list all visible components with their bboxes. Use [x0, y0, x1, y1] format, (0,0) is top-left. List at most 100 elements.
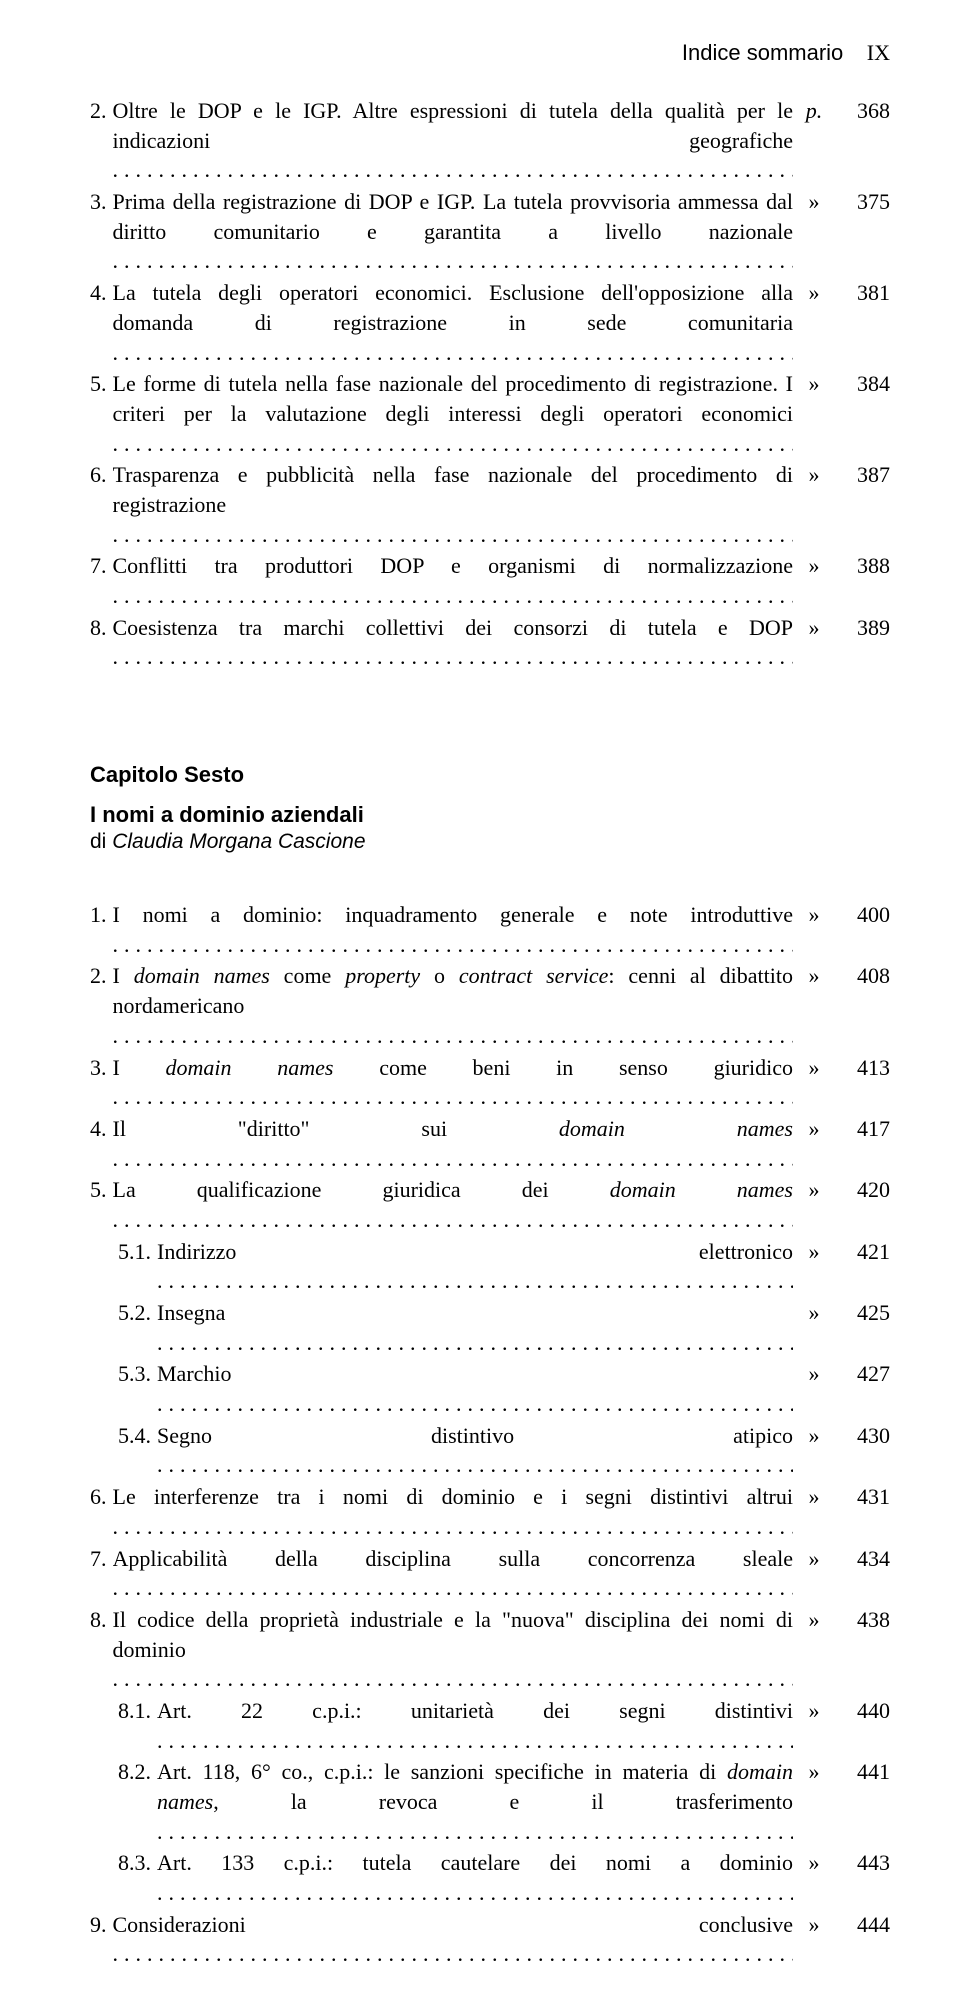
dot-leaders: ........................................…	[113, 431, 794, 456]
toc-entry-number: 4.	[90, 278, 113, 308]
toc-entry-number: 5.	[90, 1175, 113, 1205]
toc-entry-separator: »	[793, 961, 835, 991]
dot-leaders: ........................................…	[157, 1391, 793, 1416]
toc-entry-text: Trasparenza e pubblicità nella fase nazi…	[113, 460, 794, 549]
toc-entry-page: 400	[835, 900, 890, 930]
dot-leaders: ........................................…	[113, 1023, 794, 1048]
toc-entry: 5.2.Insegna ............................…	[90, 1298, 890, 1357]
toc-entry: 6.Le interferenze tra i nomi di dominio …	[90, 1482, 890, 1541]
toc-entry-page: 444	[835, 1910, 890, 1940]
toc-entry: 8.1.Art. 22 c.p.i.: unitarietà dei segni…	[90, 1696, 890, 1755]
toc-entry-text: Considerazioni conclusive ..............…	[113, 1910, 794, 1969]
toc-entry: 5.Le forme di tutela nella fase nazional…	[90, 369, 890, 458]
toc-entry-separator: »	[793, 613, 835, 643]
chapter-block: Capitolo Sesto I nomi a dominio aziendal…	[90, 762, 890, 854]
toc-entry-page: 384	[835, 369, 890, 399]
toc-section-2: 1.I nomi a dominio: inquadramento genera…	[90, 900, 890, 1969]
toc-entry-text: Art. 22 c.p.i.: unitarietà dei segni dis…	[157, 1696, 793, 1755]
running-head-roman: IX	[867, 40, 890, 65]
dot-leaders: ........................................…	[157, 1452, 793, 1477]
toc-entry-page: 388	[835, 551, 890, 581]
toc-entry-text: Segno distintivo atipico ...............…	[157, 1421, 793, 1480]
toc-entry: 8.Il codice della proprietà industriale …	[90, 1605, 890, 1694]
toc-entry-number: 8.1.	[90, 1696, 157, 1726]
toc-entry-page: 427	[835, 1359, 890, 1389]
toc-entry: 5.3.Marchio ............................…	[90, 1359, 890, 1418]
toc-entry-text: Oltre le DOP e le IGP. Altre espressioni…	[113, 96, 794, 185]
toc-entry: 5.La qualificazione giuridica dei domain…	[90, 1175, 890, 1234]
dot-leaders: ........................................…	[157, 1819, 793, 1844]
toc-entry-number: 9.	[90, 1910, 113, 1940]
chapter-label: Capitolo Sesto	[90, 762, 890, 788]
toc-entry-page: 420	[835, 1175, 890, 1205]
page: Indice sommario IX 2.Oltre le DOP e le I…	[0, 0, 960, 2011]
toc-entry-separator: »	[793, 1114, 835, 1144]
toc-entry-number: 3.	[90, 187, 113, 217]
toc-entry-page: 425	[835, 1298, 890, 1328]
toc-entry-text: Le interferenze tra i nomi di dominio e …	[113, 1482, 794, 1541]
toc-entry-page: 434	[835, 1544, 890, 1574]
toc-entry-separator: »	[793, 187, 835, 217]
toc-entry-number: 3.	[90, 1053, 113, 1083]
toc-entry-number: 8.3.	[90, 1848, 157, 1878]
toc-entry-number: 6.	[90, 1482, 113, 1512]
toc-entry-separator: »	[793, 278, 835, 308]
toc-entry-number: 1.	[90, 900, 113, 930]
toc-entry-text: Le forme di tutela nella fase nazionale …	[113, 369, 794, 458]
toc-entry-page: 441	[835, 1757, 890, 1787]
toc-entry: 5.1.Indirizzo elettronico ..............…	[90, 1237, 890, 1296]
toc-entry-separator: »	[793, 1237, 835, 1267]
dot-leaders: ........................................…	[113, 932, 794, 957]
toc-entry-text: Prima della registrazione di DOP e IGP. …	[113, 187, 794, 276]
dot-leaders: ........................................…	[113, 1146, 794, 1171]
toc-entry-separator: »	[793, 1605, 835, 1635]
toc-entry-text: La qualificazione giuridica dei domain n…	[113, 1175, 794, 1234]
toc-entry-separator: »	[793, 1482, 835, 1512]
toc-entry-separator: »	[793, 460, 835, 490]
toc-entry: 8.3.Art. 133 c.p.i.: tutela cautelare de…	[90, 1848, 890, 1907]
toc-entry-number: 4.	[90, 1114, 113, 1144]
toc-entry-separator: »	[793, 1175, 835, 1205]
toc-entry-number: 7.	[90, 1544, 113, 1574]
toc-entry-number: 6.	[90, 460, 113, 490]
toc-entry-number: 2.	[90, 961, 113, 991]
toc-entry-number: 8.	[90, 613, 113, 643]
toc-entry: 2.Oltre le DOP e le IGP. Altre espressio…	[90, 96, 890, 185]
dot-leaders: ........................................…	[113, 1514, 794, 1539]
dot-leaders: ........................................…	[113, 1084, 794, 1109]
toc-entry: 7.Applicabilità della disciplina sulla c…	[90, 1544, 890, 1603]
dot-leaders: ........................................…	[157, 1880, 793, 1905]
toc-entry-text: Art. 133 c.p.i.: tutela cautelare dei no…	[157, 1848, 793, 1907]
toc-entry-page: 430	[835, 1421, 890, 1451]
toc-entry-text: Il "diritto" sui domain names ..........…	[113, 1114, 794, 1173]
toc-entry: 9.Considerazioni conclusive ............…	[90, 1910, 890, 1969]
toc-entry-number: 7.	[90, 551, 113, 581]
toc-entry-separator: »	[793, 1053, 835, 1083]
toc-entry-text: Coesistenza tra marchi collettivi dei co…	[113, 613, 794, 672]
toc-entry-text: Art. 118, 6° co., c.p.i.: le sanzioni sp…	[157, 1757, 793, 1846]
toc-entry-page: 389	[835, 613, 890, 643]
toc-entry-page: 413	[835, 1053, 890, 1083]
dot-leaders: ........................................…	[113, 1941, 794, 1966]
toc-entry-number: 5.4.	[90, 1421, 157, 1451]
toc-entry: 8.Coesistenza tra marchi collettivi dei …	[90, 613, 890, 672]
dot-leaders: ........................................…	[113, 340, 794, 365]
toc-entry-text: I nomi a dominio: inquadramento generale…	[113, 900, 794, 959]
toc-entry-text: Indirizzo elettronico ..................…	[157, 1237, 793, 1296]
toc-entry-number: 2.	[90, 96, 113, 126]
toc-entry-text: Marchio ................................…	[157, 1359, 793, 1418]
toc-entry-separator: »	[793, 900, 835, 930]
toc-entry-separator: »	[793, 1910, 835, 1940]
toc-section-1: 2.Oltre le DOP e le IGP. Altre espressio…	[90, 96, 890, 672]
toc-entry-number: 5.3.	[90, 1359, 157, 1389]
toc-entry: 2.I domain names come property o contrac…	[90, 961, 890, 1050]
chapter-author-name: Claudia Morgana Cascione	[112, 830, 365, 853]
toc-entry-number: 5.1.	[90, 1237, 157, 1267]
dot-leaders: ........................................…	[157, 1330, 793, 1355]
toc-entry-text: La tutela degli operatori economici. Esc…	[113, 278, 794, 367]
toc-entry-page: 368	[835, 96, 890, 126]
running-head-title: Indice sommario	[682, 40, 843, 65]
toc-entry-separator: »	[793, 1421, 835, 1451]
toc-entry-text: Il codice della proprietà industriale e …	[113, 1605, 794, 1694]
toc-entry-text: I domain names come property o contract …	[113, 961, 794, 1050]
